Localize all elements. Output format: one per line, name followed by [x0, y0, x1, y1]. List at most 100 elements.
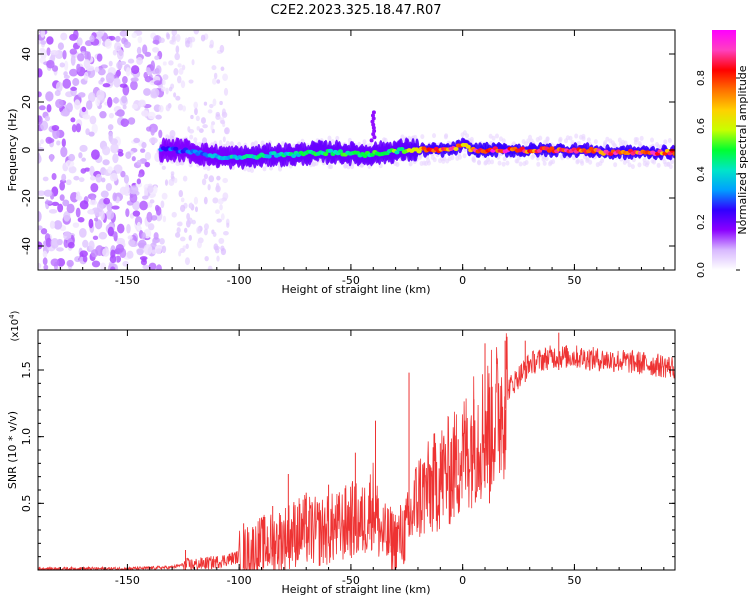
noise-blob — [97, 68, 106, 76]
noise-blob — [136, 248, 144, 256]
ridge-halo — [502, 156, 507, 162]
ridge-halo — [420, 134, 425, 140]
ridge-halo — [622, 159, 627, 165]
noise-blob — [213, 72, 218, 80]
snr-y-axis-label: SNR (10 * v/v) — [6, 411, 19, 489]
noise-blob — [79, 144, 88, 153]
noise-blob — [107, 166, 113, 174]
noise-blob — [196, 126, 201, 131]
ridge-halo — [327, 135, 332, 141]
noise-blob — [88, 209, 94, 215]
noise-blob — [165, 87, 169, 95]
noise-blob — [38, 262, 42, 269]
noise-blob — [63, 211, 71, 222]
noise-blob — [69, 68, 78, 77]
noise-blob — [202, 124, 208, 129]
noise-blob — [196, 226, 201, 235]
noise-blob — [211, 65, 217, 71]
ridge-halo — [593, 139, 598, 145]
noise-blob — [75, 123, 82, 133]
noise-blob — [79, 227, 87, 238]
noise-blob — [100, 77, 105, 82]
noise-blob — [85, 100, 93, 110]
ridge-body — [370, 119, 375, 124]
noise-blob — [190, 114, 194, 120]
noise-blob — [94, 66, 100, 73]
noise-blob — [107, 226, 114, 237]
noise-blob — [63, 71, 68, 77]
noise-blob — [194, 107, 198, 116]
noise-blob — [178, 189, 184, 198]
ridge-halo — [668, 164, 673, 170]
noise-blob — [130, 77, 139, 82]
noise-blob — [54, 89, 61, 97]
noise-blob — [59, 194, 65, 201]
noise-blob — [40, 228, 48, 235]
noise-blob — [209, 44, 214, 49]
noise-blob — [110, 266, 116, 270]
noise-blob — [136, 159, 142, 166]
noise-blob — [123, 174, 130, 184]
noise-blob — [98, 231, 108, 240]
noise-blob — [161, 192, 168, 200]
noise-blob — [154, 244, 162, 255]
ridge-halo — [600, 158, 605, 164]
noise-blob — [55, 98, 64, 109]
noise-blob — [67, 241, 75, 249]
ridge-halo — [359, 162, 364, 168]
spectrogram-x-axis-label: Height of straight line (km) — [281, 283, 430, 296]
noise-blob — [109, 138, 118, 145]
ridge-halo — [253, 140, 258, 146]
noise-blob — [50, 49, 59, 56]
noise-blob — [175, 95, 181, 101]
noise-blob — [66, 203, 75, 214]
spectrogram-x-ticks: -150 -100 -50 0 50 — [37, 30, 665, 287]
ridge-halo — [188, 162, 193, 168]
noise-blob — [66, 179, 72, 186]
x-tick-label: -150 — [115, 274, 140, 287]
noise-blob — [66, 259, 74, 267]
y-tick-label: 40 — [20, 47, 33, 61]
noise-blob — [176, 227, 181, 234]
noise-blob — [143, 88, 151, 96]
ridge-halo — [576, 140, 581, 146]
noise-blob — [208, 175, 215, 183]
snr-x-ticks: -150 -100 -50 0 50 — [37, 330, 665, 587]
noise-blob — [57, 42, 65, 51]
noise-blob — [131, 103, 139, 110]
noise-blob — [83, 71, 89, 81]
noise-blob — [42, 257, 48, 266]
noise-blob — [189, 202, 193, 209]
noise-blob — [207, 109, 213, 114]
noise-blob — [80, 168, 87, 174]
noise-blob — [71, 124, 77, 133]
ridge-halo — [605, 136, 610, 142]
noise-blob — [185, 40, 191, 48]
noise-blob — [215, 185, 221, 193]
ridge-halo — [281, 141, 286, 147]
ridge-core — [266, 154, 272, 159]
noise-blob — [125, 182, 130, 193]
noise-blob — [63, 231, 72, 241]
noise-blob — [78, 177, 85, 183]
noise-blob — [102, 247, 110, 257]
ridge-body — [370, 113, 375, 118]
noise-blob — [49, 153, 54, 162]
noise-blob — [147, 111, 156, 120]
noise-blob — [68, 166, 77, 174]
noise-blob — [111, 205, 120, 210]
snr-panel: -150 -100 -50 0 50 0.5 1.0 1.5 Height of strai… — [6, 310, 676, 596]
noise-blob — [165, 104, 171, 112]
noise-blob — [38, 154, 42, 164]
noise-blob — [77, 92, 86, 98]
noise-blob — [127, 117, 136, 125]
ridge-halo — [278, 166, 283, 172]
noise-blob — [189, 36, 196, 43]
ridge-halo — [645, 160, 650, 166]
noise-blob — [61, 138, 66, 148]
noise-blob — [94, 217, 99, 222]
ridge-halo — [667, 138, 672, 144]
noise-blob — [175, 45, 180, 54]
noise-blob — [179, 247, 185, 254]
ridge-halo — [400, 134, 405, 140]
